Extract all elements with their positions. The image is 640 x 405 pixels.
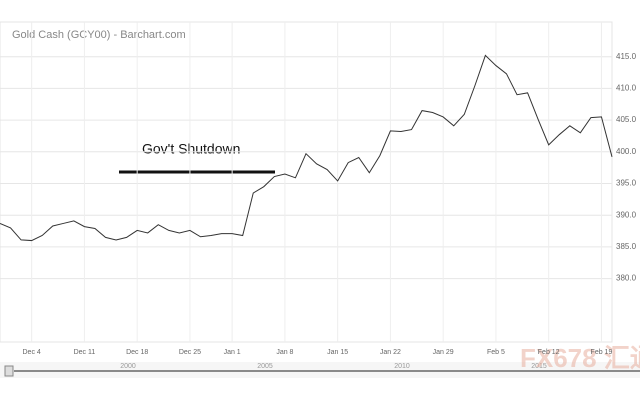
y-tick-label: 415.0	[616, 52, 637, 61]
x-tick-label: Jan 1	[224, 349, 241, 356]
y-tick-label: 380.0	[616, 274, 637, 283]
y-tick-label: 385.0	[616, 242, 637, 251]
navigator-label: 2005	[257, 363, 273, 370]
navigator-label: 2010	[394, 363, 410, 370]
x-tick-label: Jan 15	[327, 349, 348, 356]
x-tick-label: Dec 11	[74, 349, 96, 356]
y-tick-label: 405.0	[616, 115, 637, 124]
y-tick-label: 400.0	[616, 147, 637, 156]
x-tick-label: Feb 19	[591, 349, 613, 356]
watermark: FX678 汇通网	[520, 343, 640, 373]
x-tick-label: Feb 5	[487, 349, 505, 356]
x-tick-label: Dec 4	[23, 349, 41, 356]
y-tick-label: 395.0	[616, 179, 637, 188]
plot-frame	[0, 21, 613, 343]
annotation: Gov't Shutdown	[142, 141, 240, 157]
navigator-label: 2000	[120, 363, 136, 370]
price-line	[0, 54, 613, 242]
navigator	[0, 362, 640, 378]
y-tick-label: 410.0	[616, 84, 637, 93]
x-tick-label: Jan 22	[380, 349, 401, 356]
navigator-label: 2015	[531, 363, 547, 370]
navigator-labels: 2000 2005 2010 2015	[120, 363, 547, 370]
x-tick-label: Jan 8	[276, 349, 293, 356]
navigator-handle[interactable]	[4, 365, 14, 377]
x-tick-label: Dec 25	[179, 349, 201, 356]
x-tick-label: Jan 29	[433, 349, 454, 356]
x-tick-label: Feb 12	[538, 349, 560, 356]
y-tick-label: 390.0	[616, 210, 637, 219]
x-tick-label: Dec 18	[126, 349, 148, 356]
chart-title: Gold Cash (GCY00) - Barchart.com	[12, 29, 186, 41]
